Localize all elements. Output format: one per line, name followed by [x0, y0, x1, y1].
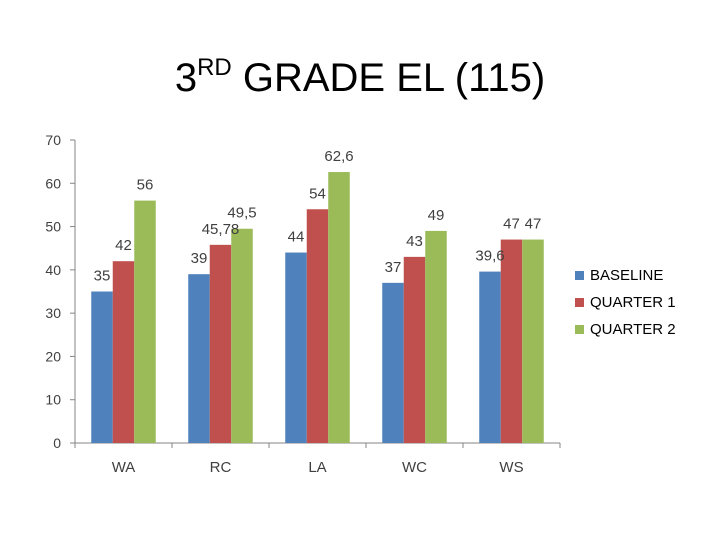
legend-label: QUARTER 2: [590, 321, 676, 338]
y-tick-label: 10: [45, 392, 61, 408]
data-label: 35: [94, 268, 111, 285]
bar: [522, 239, 544, 443]
data-label: 45,78: [202, 221, 240, 238]
bar: [231, 228, 253, 443]
bar: [500, 239, 523, 443]
y-tick-label: 40: [45, 262, 61, 278]
legend-swatch: [575, 271, 584, 280]
bar: [91, 291, 113, 443]
data-label: 42: [115, 237, 132, 254]
chart-title-rest: GRADE EL (115): [231, 56, 546, 100]
data-label: 47: [503, 216, 520, 233]
bar: [285, 252, 307, 443]
chart-title-main: 3: [174, 56, 198, 100]
data-label: 49,5: [227, 205, 256, 222]
legend-swatch: [575, 325, 584, 334]
bar: [112, 261, 135, 443]
data-label: 56: [137, 177, 154, 194]
legend-swatch: [575, 298, 584, 307]
x-category-label: WS: [499, 459, 523, 476]
bar: [425, 230, 447, 443]
data-label: 43: [406, 233, 423, 250]
data-label: 54: [309, 185, 326, 202]
y-tick-label: 20: [45, 348, 61, 364]
bar: [188, 274, 210, 443]
legend-label: QUARTER 1: [590, 294, 676, 311]
data-label: 47: [525, 216, 542, 233]
y-tick-label: 70: [45, 132, 61, 148]
x-category-label: WC: [402, 459, 427, 476]
data-label: 62,6: [324, 148, 353, 165]
y-tick-label: 60: [45, 175, 61, 191]
bar: [134, 200, 156, 443]
chart-axes: 0 10 20 30 40 50 60 70 WA RC LA WC WS: [45, 132, 561, 476]
data-label: 39: [191, 250, 208, 267]
data-label: 37: [385, 259, 402, 276]
bar: [328, 172, 350, 443]
bar: [382, 282, 404, 443]
chart-title: 3RD GRADE EL (115): [0, 40, 720, 106]
x-category-label: WA: [112, 459, 136, 476]
data-label: 44: [288, 229, 305, 246]
bar: [479, 271, 501, 443]
y-tick-label: 50: [45, 219, 61, 235]
y-tick-label: 0: [53, 435, 61, 451]
data-label: 39,6: [475, 248, 504, 265]
legend-label: BASELINE: [590, 267, 663, 284]
y-tick-label: 30: [45, 305, 61, 321]
bar: [209, 244, 232, 443]
chart-title-superscript: RD: [197, 54, 232, 81]
bar: [306, 209, 329, 443]
data-label: 49: [428, 207, 445, 224]
x-category-label: RC: [210, 459, 232, 476]
bar: [403, 256, 426, 443]
chart-bars: [91, 172, 544, 443]
x-category-label: LA: [308, 459, 326, 476]
chart-legend: BASELINE QUARTER 1 QUARTER 2: [575, 267, 676, 338]
